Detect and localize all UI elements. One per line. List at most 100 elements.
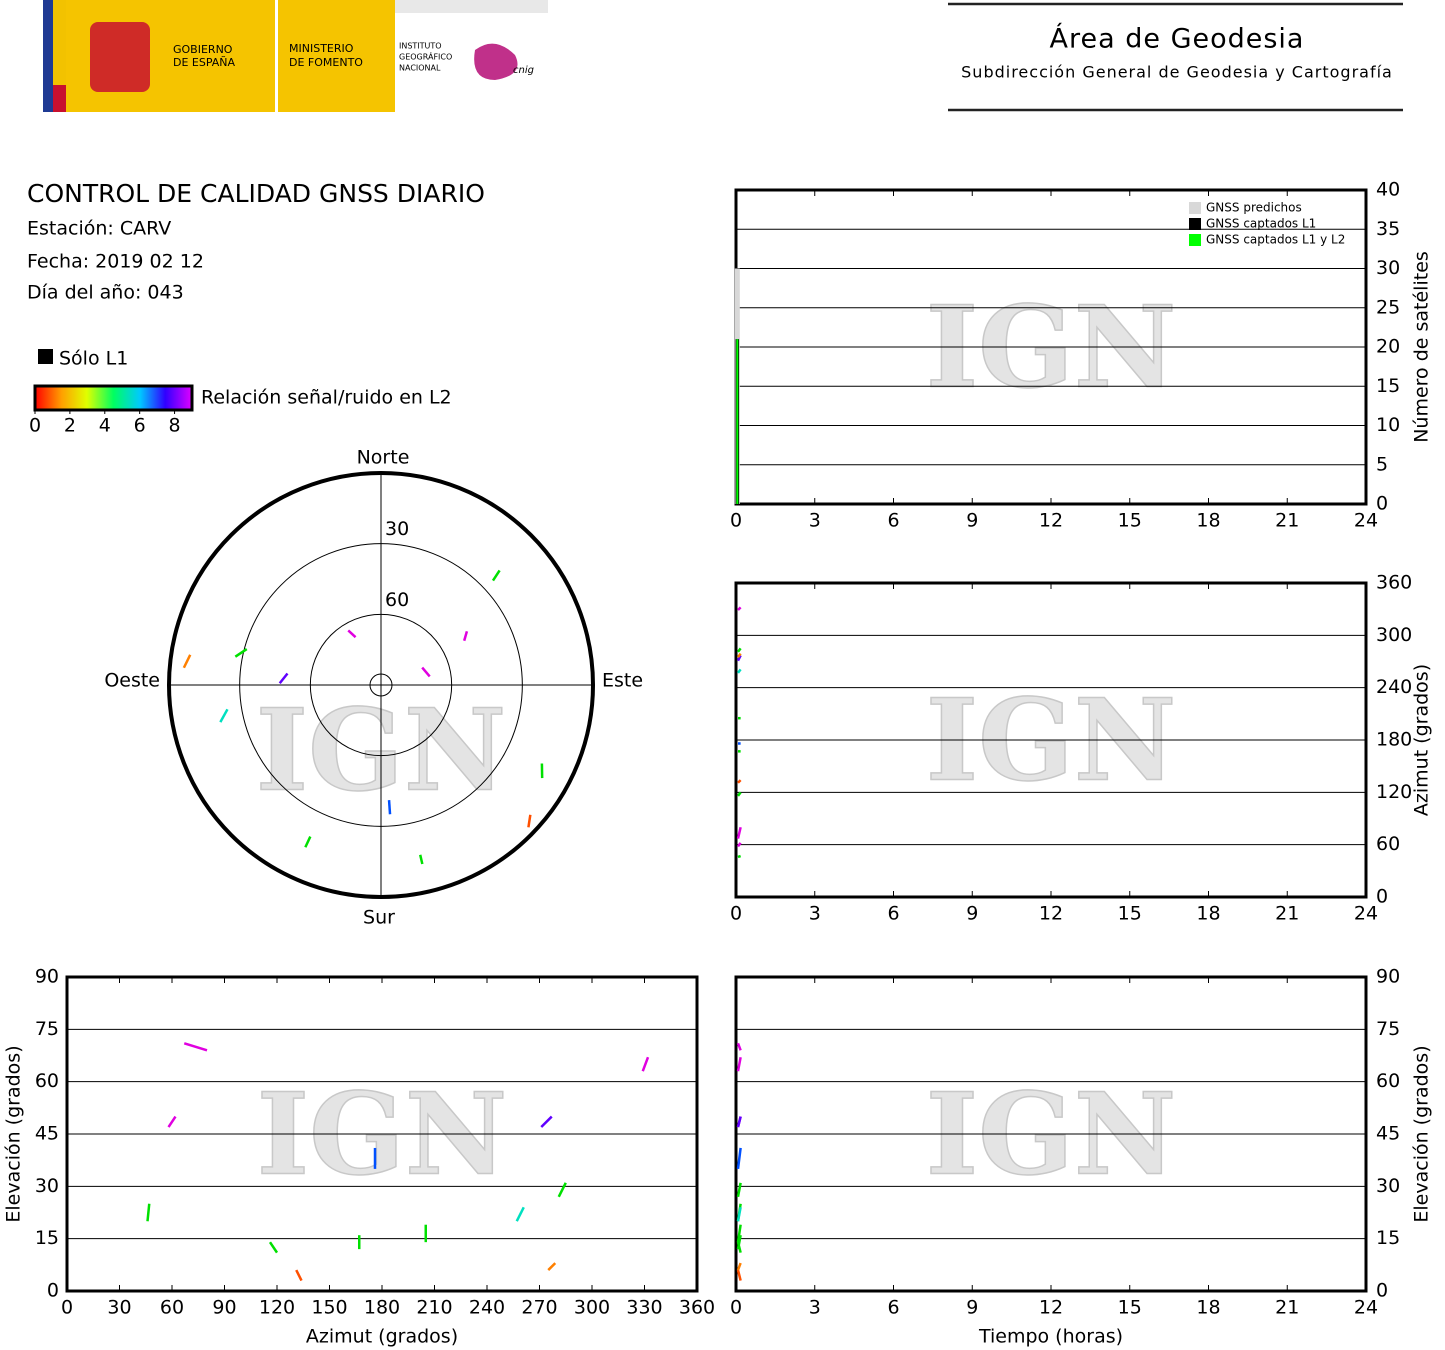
day-of-year: Día del año: 043 (27, 282, 184, 304)
y-tick-label: 300 (1376, 624, 1412, 646)
track (182, 654, 192, 669)
x-tick-label: 60 (160, 1297, 184, 1319)
x-tick-label: 9 (966, 510, 978, 532)
y-tick-label: 15 (35, 1227, 59, 1249)
y-tick-label: 10 (1376, 414, 1400, 436)
x-tick-label: 30 (107, 1297, 131, 1319)
y-axis-label: Elevación (grados) (1411, 1045, 1433, 1222)
y-tick-label: 60 (35, 1070, 59, 1092)
direction-label: Sur (363, 907, 395, 929)
track (737, 668, 742, 674)
date: Fecha: 2019 02 12 (27, 251, 204, 273)
y-tick-label: 30 (1376, 257, 1400, 279)
x-tick-label: 15 (1118, 1297, 1142, 1319)
track (736, 1269, 742, 1281)
ring-label: 60 (385, 589, 409, 611)
y-axis-label: Elevación (grados) (3, 1045, 25, 1222)
x-tick-label: 15 (1118, 903, 1142, 925)
logo: GOBIERNO DE ESPAÑA MINISTERIO DE FOMENTO… (43, 0, 548, 112)
x-tick-label: 0 (61, 1297, 73, 1319)
legend-label: GNSS predichos (1206, 201, 1302, 215)
track (540, 1115, 553, 1128)
x-tick-label: 270 (521, 1297, 557, 1319)
y-tick-label: 15 (1376, 375, 1400, 397)
track (295, 1269, 303, 1282)
plot-frame (734, 975, 1368, 1293)
track (167, 1115, 177, 1128)
x-tick-label: 360 (679, 1297, 715, 1319)
x-tick-label: 330 (626, 1297, 662, 1319)
logo-text: INSTITUTO (399, 42, 442, 51)
colorbar-tick-label: 8 (169, 415, 181, 437)
l1-label: Sólo L1 (59, 348, 128, 370)
track (304, 836, 312, 848)
x-axis-label: Azimut (grados) (306, 1326, 458, 1348)
track (347, 629, 357, 639)
x-tick-label: 210 (416, 1297, 452, 1319)
x-tick-label: 300 (574, 1297, 610, 1319)
y-tick-label: 0 (47, 1280, 59, 1302)
colorbar-tick-label: 4 (99, 415, 111, 437)
y-tick-label: 30 (35, 1175, 59, 1197)
y-tick-label: 20 (1376, 336, 1400, 358)
y-tick-label: 35 (1376, 218, 1400, 240)
y-tick-label: 45 (35, 1123, 59, 1145)
plot-frame (65, 975, 699, 1293)
x-tick-label: 90 (212, 1297, 236, 1319)
track (736, 1224, 742, 1243)
x-tick-label: 150 (311, 1297, 347, 1319)
bar (736, 339, 739, 504)
y-axis-label: Azimut (grados) (1411, 664, 1433, 816)
x-tick-label: 12 (1039, 1297, 1063, 1319)
x-tick-label: 21 (1275, 903, 1299, 925)
track (736, 1147, 742, 1170)
logo-text: GOBIERNO (173, 43, 233, 56)
logo-text: DE ESPAÑA (173, 56, 236, 69)
track (557, 1182, 567, 1198)
y-tick-label: 15 (1376, 1227, 1400, 1249)
x-tick-label: 24 (1354, 903, 1378, 925)
x-tick-label: 180 (364, 1297, 400, 1319)
track (268, 1241, 279, 1254)
watermark: IGN (926, 675, 1176, 806)
colorbar-tick-label: 0 (29, 415, 41, 437)
logo-text: DE FOMENTO (289, 56, 363, 69)
x-tick-label: 0 (730, 510, 742, 532)
track (219, 708, 229, 723)
x-tick-label: 240 (469, 1297, 505, 1319)
direction-label: Norte (357, 447, 410, 469)
track (146, 1203, 151, 1222)
track (736, 1116, 742, 1128)
y-axis-label: Número de satélites (1411, 251, 1433, 443)
watermark: IGN (257, 1069, 507, 1200)
x-tick-label: 12 (1039, 510, 1063, 532)
y-tick-label: 240 (1376, 676, 1412, 698)
report-title: CONTROL DE CALIDAD GNSS DIARIO (27, 179, 485, 208)
y-tick-label: 120 (1376, 781, 1412, 803)
y-tick-label: 0 (1376, 493, 1388, 515)
ring-label: 30 (385, 518, 409, 540)
x-tick-label: 0 (730, 1297, 742, 1319)
track (183, 1042, 208, 1052)
colorbar-tick-label: 6 (134, 415, 146, 437)
x-tick-label: 15 (1118, 510, 1142, 532)
direction-label: Oeste (104, 670, 160, 692)
x-tick-label: 3 (809, 510, 821, 532)
y-tick-label: 60 (1376, 1070, 1400, 1092)
legend-label: GNSS captados L1 y L2 (1206, 233, 1345, 247)
x-tick-label: 6 (887, 510, 899, 532)
track (387, 800, 392, 815)
area-subtitle: Subdirección General de Geodesia y Carto… (961, 63, 1393, 82)
track (736, 1042, 742, 1051)
track (737, 652, 742, 658)
y-tick-label: 75 (35, 1018, 59, 1040)
x-tick-label: 21 (1275, 510, 1299, 532)
track (737, 606, 742, 611)
x-tick-label: 6 (887, 1297, 899, 1319)
track (278, 672, 289, 685)
legend-swatch (1189, 218, 1201, 230)
y-tick-label: 75 (1376, 1018, 1400, 1040)
legend-label: GNSS captados L1 (1206, 217, 1316, 231)
x-tick-label: 24 (1354, 510, 1378, 532)
